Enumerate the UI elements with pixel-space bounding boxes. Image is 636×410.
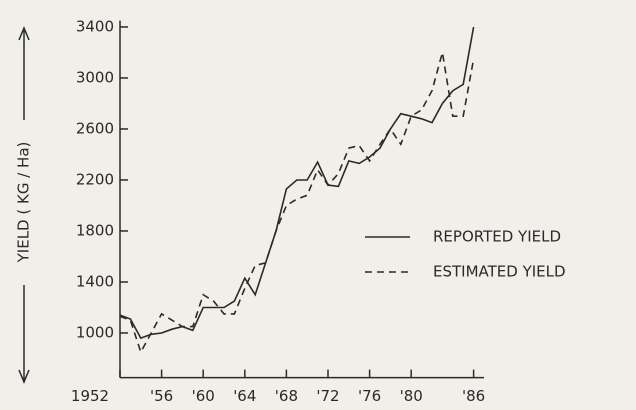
- y-tick-label: 2600: [76, 119, 114, 137]
- arrow-head: [18, 369, 30, 384]
- x-tick-label: 1952: [71, 387, 109, 405]
- x-tick-label: '60: [192, 387, 215, 405]
- line-series: [119, 26, 475, 340]
- x-tick-label: '86: [462, 387, 485, 405]
- line-series: [119, 52, 475, 355]
- legend-label: ESTIMATED YIELD: [433, 263, 566, 281]
- x-tick-label: '64: [233, 387, 256, 405]
- y-tick-label: 2200: [76, 170, 114, 188]
- x-tick-label: '76: [358, 387, 381, 405]
- y-tick-label: 1400: [76, 272, 114, 290]
- y-tick-label: 1000: [76, 323, 114, 341]
- x-tick-label: '56: [150, 387, 173, 405]
- y-axis-label: YIELD ( KG / Ha): [15, 142, 33, 264]
- y-tick-label: 3000: [76, 68, 114, 86]
- y-tick-label: 3400: [76, 17, 114, 35]
- legend-label: REPORTED YIELD: [433, 228, 561, 246]
- y-tick-label: 1800: [76, 221, 114, 239]
- y-label-group: YIELD ( KG / Ha): [15, 26, 33, 384]
- arrow-head: [18, 26, 30, 41]
- x-tick-label: '68: [275, 387, 298, 405]
- x-tick-label: '72: [316, 387, 339, 405]
- x-tick-label: '80: [400, 387, 423, 405]
